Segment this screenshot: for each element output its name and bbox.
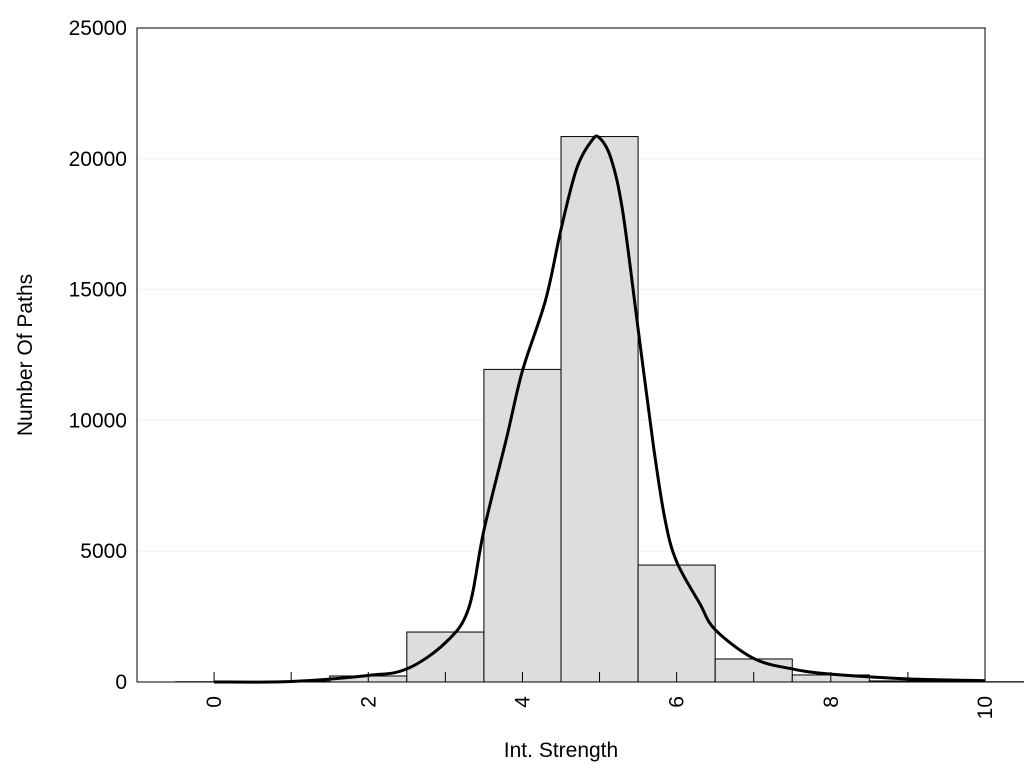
x-tick-label: 10 — [974, 696, 997, 719]
x-tick-label: 2 — [357, 696, 380, 708]
histogram-bar — [560, 136, 639, 683]
y-tick-label: 10000 — [69, 409, 127, 432]
histogram-bar — [483, 368, 562, 683]
x-axis-label: Int. Strength — [504, 739, 618, 762]
plot-frame — [136, 27, 986, 683]
y-axis-label: Number Of Paths — [14, 274, 37, 436]
x-tick-label: 6 — [666, 696, 689, 708]
fit-curve — [214, 134, 986, 684]
y-tick-label: 20000 — [69, 148, 127, 171]
x-tick-label: 8 — [820, 696, 843, 708]
y-tick-label: 15000 — [69, 279, 127, 302]
x-tick-label: 4 — [511, 696, 534, 708]
y-tick-label: 25000 — [69, 17, 127, 40]
y-tick-label: 5000 — [80, 540, 127, 563]
y-tick-label: 0 — [115, 671, 127, 694]
x-tick-label: 0 — [203, 696, 226, 708]
histogram-bar — [637, 564, 716, 683]
